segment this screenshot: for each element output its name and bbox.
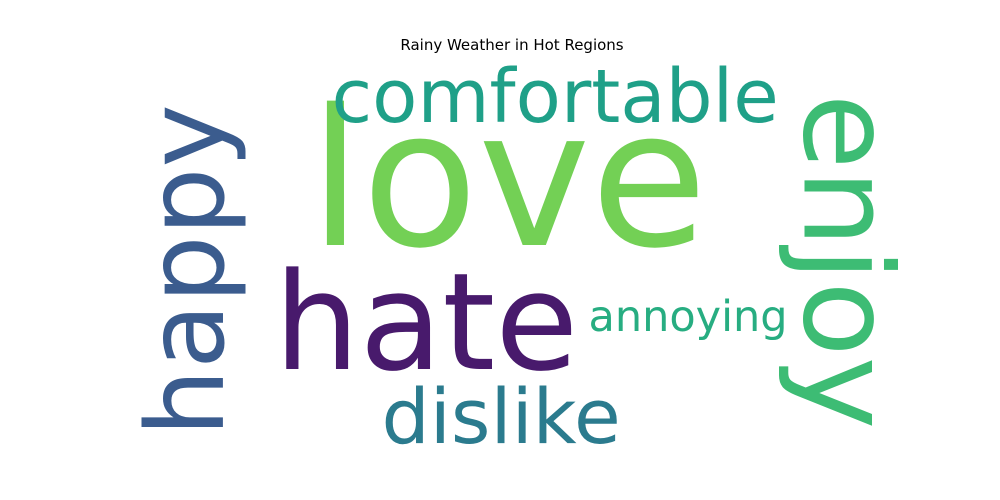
word-enjoy: enjoy xyxy=(774,93,918,429)
word-happy: happy xyxy=(124,103,249,437)
word-annoying: annoying xyxy=(588,291,788,342)
word-cloud: love hate enjoy happy comfortable dislike anno… xyxy=(124,54,917,455)
word-dislike: dislike xyxy=(381,372,621,461)
chart-title: Rainy Weather in Hot Regions xyxy=(400,36,624,54)
word-hate: hate xyxy=(274,243,579,401)
word-love: love xyxy=(309,69,708,290)
word-comfortable: comfortable xyxy=(331,54,779,140)
